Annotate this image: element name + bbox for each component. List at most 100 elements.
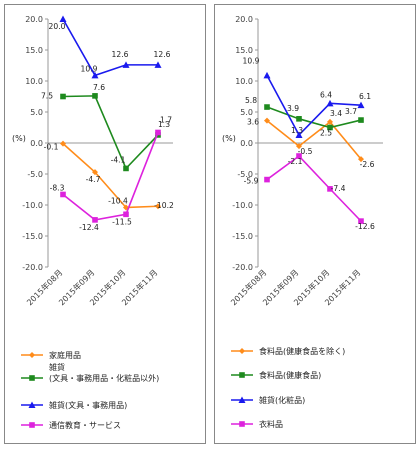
left-series-1-point: [92, 93, 98, 99]
right-series-2-data-label: 1.3: [291, 126, 303, 135]
left-legend-swatch-marker: [29, 422, 35, 428]
right-series-3-point: [296, 153, 302, 159]
chart-right-svg: 20.0 15.0 10.0 5.0 0.0 -5.0 -10.0 -15.0 -20.0 (%)…: [222, 15, 383, 429]
right-legend-item: 雑貨(化粧品): [231, 395, 305, 405]
right-series-3-line: [266, 154, 362, 222]
left-series-2-data-label: 12.6: [112, 50, 129, 59]
right-series-0-point: [358, 156, 364, 163]
left-series-0-data-label: -10.4: [108, 196, 128, 205]
right-series-1-data-label: 2.5: [320, 129, 332, 138]
right-legend-item: 食料品(健康食品を除く): [231, 346, 345, 356]
left-series-1: 7.5 7.6 -4.1 1.3: [41, 83, 170, 172]
right-series-3-point: [358, 218, 364, 224]
left-series-2-data-label: 20.0: [49, 22, 66, 31]
left-series-2: 20.0 10.9 12.6 12.6: [49, 15, 171, 79]
right-series-0-data-label: -0.5: [298, 147, 313, 156]
right-legend-swatch-marker: [239, 421, 245, 427]
left-series-2-data-label: 10.9: [81, 64, 98, 73]
left-series-2-data-label: 12.6: [154, 50, 171, 59]
left-series-3-data-label: -11.5: [112, 217, 132, 226]
left-y-tick-label: 0.0: [30, 139, 43, 148]
right-series-2: 10.9 1.3 6.4 6.1: [243, 56, 371, 138]
left-series-1-data-label: 1.3: [158, 120, 170, 129]
chart-left: 20.0 15.0 10.0 5.0 0.0 -5.0 -10.0 -15.0 -20.0 (%)…: [4, 4, 206, 444]
right-series-0-point: [264, 117, 270, 124]
right-series-3-point: [327, 186, 333, 192]
left-y-tick-label: -10.0: [22, 201, 43, 210]
right-legend-item: 食料品(健康食品): [231, 370, 321, 380]
left-series-1-data-label: 7.5: [41, 92, 53, 101]
chart-left-svg: 20.0 15.0 10.0 5.0 0.0 -5.0 -10.0 -15.0 -20.0 (%)…: [12, 15, 174, 430]
right-y-tick-label: 5.0: [240, 108, 253, 117]
left-y-tick-label: 10.0: [25, 77, 43, 86]
right-legend-label: 雑貨(化粧品): [259, 395, 305, 405]
left-series-0-line: [62, 143, 159, 209]
right-y-tick-label: 20.0: [235, 15, 253, 24]
right-series-0: 3.6 -0.5 3.4 -2.6: [247, 109, 375, 169]
left-series-1-point: [123, 165, 129, 172]
right-legend-label: 食料品(健康食品): [259, 370, 321, 380]
left-series-2-line: [62, 18, 158, 77]
left-series-3-data-label: 1.7: [160, 115, 172, 124]
left-series-2-point: [154, 61, 162, 68]
right-series-1: 5.8 3.9 2.5 3.7: [245, 96, 364, 138]
chart-right: 20.0 15.0 10.0 5.0 0.0 -5.0 -10.0 -15.0 -20.0 (%)…: [214, 4, 416, 444]
right-series-2-point: [326, 99, 334, 107]
left-series-3-point: [92, 217, 98, 223]
left-legend-label: 雑貨(文具・事務用品): [49, 400, 127, 410]
right-series-3-data-label: -2.1: [288, 157, 303, 166]
right-series-0-line: [266, 120, 362, 160]
right-series-2-line: [266, 75, 362, 137]
left-series-3-point: [155, 129, 161, 136]
right-series-1-data-label: 3.9: [287, 104, 299, 113]
right-y-tick-label: -15.0: [232, 232, 253, 241]
left-series-0-data-label: -10.2: [154, 201, 174, 210]
right-series-3: -5.9 -2.1 -7.4 -12.6: [244, 153, 375, 231]
left-legend-item: 雑貨(文具・事務用品・化粧品以外): [21, 362, 159, 383]
right-y-tick-label: 0.0: [240, 139, 253, 148]
left-legend-label: (文具・事務用品・化粧品以外): [49, 373, 159, 383]
right-series-1-point: [358, 117, 364, 123]
left-y-tick-label: 5.0: [30, 108, 43, 117]
left-series-0-point: [155, 203, 161, 210]
right-series-2-data-label: 6.1: [359, 92, 371, 101]
right-y-tick-label: 15.0: [235, 46, 253, 55]
right-series-0-data-label: -2.6: [360, 160, 375, 169]
right-series-0-point: [327, 118, 333, 125]
right-series-1-line: [266, 106, 362, 129]
right-series-0-data-label: 3.6: [247, 118, 259, 127]
right-y-tick-label: -10.0: [232, 201, 253, 210]
left-series-0: -0.1 -4.7 -10.4 -10.2: [44, 140, 174, 211]
right-series-2-point: [263, 71, 271, 79]
left-series-3-point: [123, 211, 129, 218]
left-y-tick-label: -20.0: [22, 263, 43, 272]
right-series-1-data-label: 5.8: [245, 96, 257, 105]
right-legend-swatch-marker: [238, 396, 246, 403]
right-y-tick-label: -5.0: [237, 170, 253, 179]
right-series-2-data-label: 10.9: [243, 56, 260, 65]
left-legend-label: 雑貨: [49, 362, 65, 372]
right-series-1-data-label: 3.7: [345, 107, 357, 116]
right-series-0-point: [296, 143, 302, 150]
left-series-2-point: [91, 71, 99, 79]
left-legend-swatch-marker: [28, 401, 36, 408]
right-series-2-data-label: 6.4: [320, 90, 332, 99]
right-series-3-point: [264, 176, 270, 183]
right-series-3-data-label: -12.6: [355, 222, 375, 231]
right-y-axis-label: (%): [222, 134, 236, 143]
left-series-1-data-label: 7.6: [93, 83, 105, 92]
right-series-1-point: [264, 104, 270, 110]
right-legend-label: 食料品(健康食品を除く): [259, 346, 345, 356]
left-legend-swatch-marker: [29, 352, 35, 358]
left-series-0-point: [92, 169, 98, 176]
left-legend-label: 通信教育・サービス: [49, 420, 121, 430]
right-series-3-data-label: -5.9: [244, 177, 259, 186]
left-series-3-line: [62, 132, 159, 221]
left-legend-item: 雑貨(文具・事務用品): [21, 400, 127, 410]
left-series-0-point: [60, 140, 66, 147]
right-legend-label: 衣料品: [259, 419, 283, 429]
left-legend-label: 家庭用品: [49, 350, 81, 360]
left-series-2-point: [59, 15, 67, 22]
right-series-3-data-label: -7.4: [331, 184, 346, 193]
left-y-tick-label: 15.0: [25, 46, 43, 55]
